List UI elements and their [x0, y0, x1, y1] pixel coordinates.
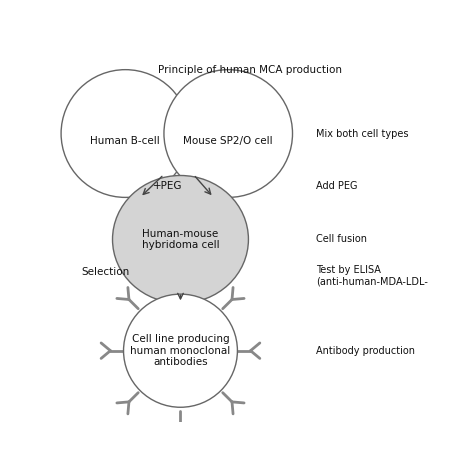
Text: Test by ELISA
(anti-human-MDA-LDL-: Test by ELISA (anti-human-MDA-LDL- [316, 265, 428, 287]
Ellipse shape [124, 294, 237, 407]
Text: +PEG: +PEG [153, 182, 182, 191]
Text: Human-mouse
hybridoma cell: Human-mouse hybridoma cell [142, 228, 219, 250]
Text: Add PEG: Add PEG [316, 182, 358, 191]
Text: Cell fusion: Cell fusion [316, 234, 367, 245]
Text: Principle of human MCA production: Principle of human MCA production [158, 64, 342, 74]
Ellipse shape [164, 70, 292, 197]
Ellipse shape [61, 70, 190, 197]
Text: Cell line producing
human monoclonal
antibodies: Cell line producing human monoclonal ant… [130, 334, 230, 367]
Text: Antibody production: Antibody production [316, 346, 415, 356]
Text: Selection: Selection [82, 267, 129, 277]
Ellipse shape [112, 175, 248, 303]
Text: Human B-cell: Human B-cell [91, 136, 160, 146]
Text: Mix both cell types: Mix both cell types [316, 128, 409, 138]
Text: Mouse SP2/O cell: Mouse SP2/O cell [183, 136, 273, 146]
